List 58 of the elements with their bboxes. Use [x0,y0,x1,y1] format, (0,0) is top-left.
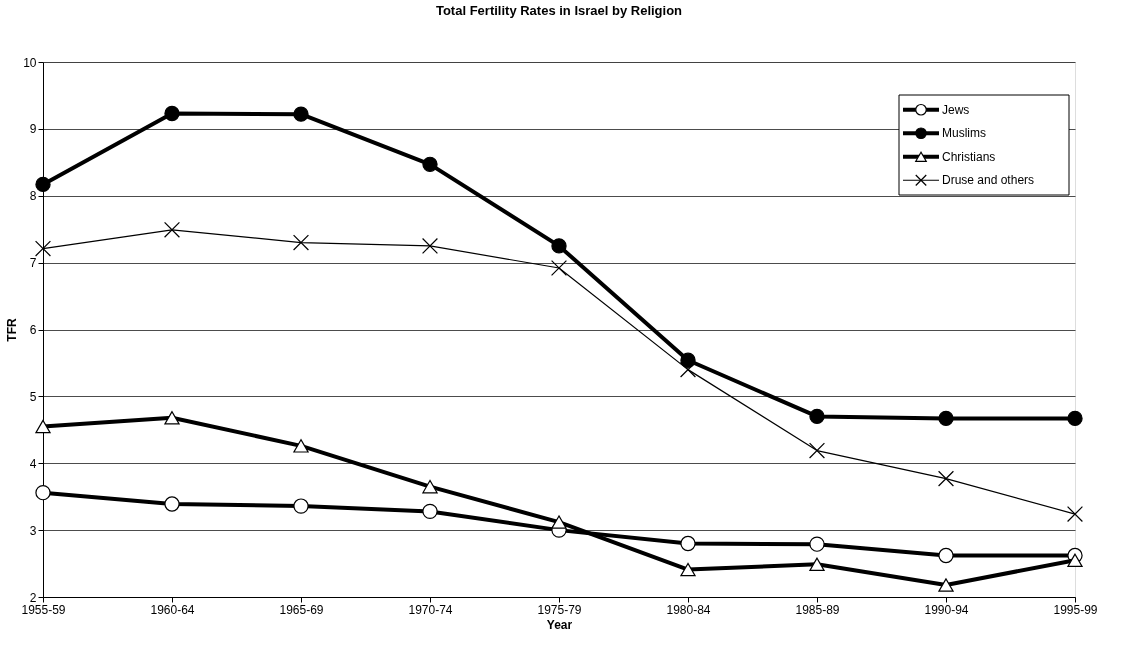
legend-label: Muslims [942,126,986,141]
y-tick-label: 4 [29,456,37,471]
point [164,496,180,512]
point [680,562,696,577]
y-axis-title: TFR [5,318,20,342]
y-tick-label: 2 [29,590,37,605]
point [35,419,51,434]
point [680,535,696,552]
point [293,439,309,453]
point [422,156,438,172]
y-tick-label: 3 [29,523,37,538]
point [937,470,955,487]
point [809,408,825,425]
legend-label: Jews [942,102,970,117]
x-tick-label: 1970-74 [408,602,453,617]
point [163,221,181,238]
point [679,361,697,378]
x-tick-label: 1965-69 [279,602,324,617]
x-tick-label: 1960-64 [150,602,195,617]
chart-title: Total Fertility Rates in Israel by Religion [435,3,683,18]
point [292,234,310,251]
point [938,578,954,592]
point [422,479,438,494]
point [938,410,954,427]
x-axis-title: Year [546,617,573,632]
point [1067,410,1083,427]
point [808,442,826,459]
y-tick-label: 9 [29,122,37,137]
x-tick-label: 1995-99 [1053,602,1098,617]
x-tick-label: 1975-79 [537,602,582,617]
point [293,106,309,122]
point [35,485,51,501]
y-tick-label: 10 [23,55,37,70]
point [422,503,438,520]
point [1066,506,1084,523]
y-tick-label: 7 [29,256,37,271]
point [164,105,180,122]
x-tick-label: 1955-59 [21,602,66,617]
point [551,238,567,254]
point [164,411,180,425]
x-tick-label: 1985-89 [795,602,840,617]
legend-label: Druse and others [942,173,1035,188]
point [550,259,568,276]
point [1067,553,1083,567]
point [938,547,954,564]
point [809,536,825,552]
point [421,237,439,254]
point [551,515,567,529]
x-tick-label: 1990-94 [924,602,969,617]
x-tick-label: 1980-84 [666,602,711,617]
point [35,176,51,193]
point [34,240,52,257]
point [293,498,309,514]
legend-label: Christians [942,149,996,164]
point [809,557,825,571]
y-tick-label: 6 [29,323,37,337]
y-tick-label: 8 [29,189,37,204]
y-tick-label: 5 [29,389,37,404]
